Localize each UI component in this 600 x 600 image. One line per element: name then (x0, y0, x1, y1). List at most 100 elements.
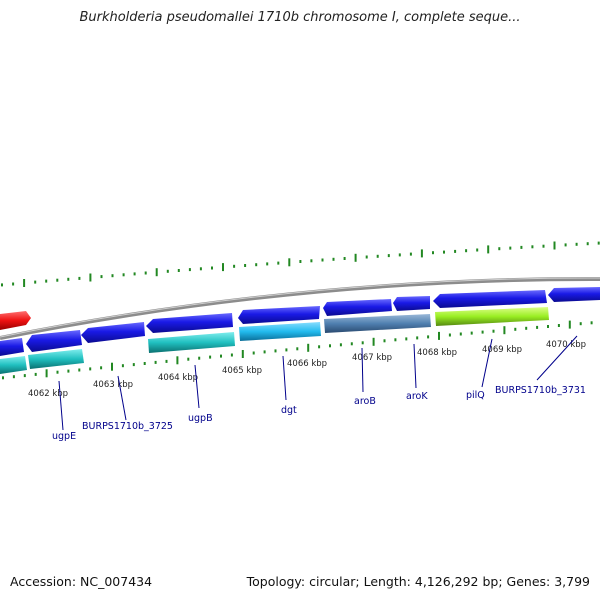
outer-minor-tick (509, 246, 512, 250)
inner-minor-tick (590, 321, 593, 325)
outer-minor-tick (144, 271, 147, 275)
outer-minor-tick (233, 264, 236, 268)
steel-feature (324, 314, 431, 333)
tick-label: 4070 kbp (546, 340, 586, 350)
inner-minor-tick (514, 327, 517, 331)
outer-minor-tick (586, 242, 589, 246)
gene-label[interactable]: aroK (406, 391, 428, 402)
outer-major-tick (553, 241, 556, 250)
outer-major-tick (288, 258, 291, 267)
gene-label[interactable]: ugpB (188, 413, 213, 424)
inner-minor-tick (12, 375, 15, 379)
outer-minor-tick (387, 254, 390, 258)
gene-label[interactable]: aroB (354, 396, 376, 407)
inner-minor-tick (579, 322, 582, 326)
inner-minor-tick (263, 350, 266, 354)
outer-minor-tick (531, 245, 534, 249)
gene-label[interactable]: dgt (281, 405, 297, 416)
tick-label: 4068 kbp (417, 348, 457, 358)
gene-leader-line (58, 380, 64, 431)
outer-minor-tick (454, 249, 457, 253)
inner-major-tick (111, 362, 113, 371)
tick-label-group: 4062 kbp 4063 kbp 4064 kbp 4065 kbp 4066 kbp… (28, 340, 586, 399)
inner-major-tick (45, 369, 48, 378)
gene-label[interactable]: BURPS1710b_3731 (495, 385, 586, 396)
outer-minor-tick (188, 268, 191, 272)
inner-minor-tick (78, 368, 81, 372)
inner-minor-tick (143, 362, 146, 365)
outer-major-tick (222, 263, 224, 272)
inner-minor-tick (2, 376, 4, 380)
inner-minor-tick (427, 335, 430, 339)
cds-arrow (81, 322, 145, 343)
backbone-arc-highlight (0, 277, 600, 338)
inner-minor-tick (209, 355, 212, 359)
inner-minor-tick (481, 330, 484, 334)
tick-label: 4066 kbp (287, 359, 327, 369)
inner-minor-tick (89, 367, 92, 371)
inner-minor-tick (67, 369, 70, 373)
outer-minor-tick (133, 272, 136, 276)
inner-minor-tick (230, 353, 233, 357)
outer-minor-tick (332, 257, 335, 261)
outer-minor-tick (199, 267, 202, 271)
gene-label-group: ugpE BURPS1710b_3725 ugpB dgt aroB aroK pilQ BU… (52, 335, 586, 442)
gene-label[interactable]: pilQ (466, 390, 485, 401)
gene-label[interactable]: ugpE (52, 431, 76, 442)
inner-minor-tick (405, 337, 408, 341)
map-title: Burkholderia pseudomallei 1710b chromoso… (79, 10, 521, 25)
outer-minor-tick (277, 261, 280, 265)
outer-minor-tick (575, 242, 578, 246)
outer-minor-tick (310, 259, 313, 263)
inner-major-tick (438, 331, 440, 340)
inner-minor-tick (339, 343, 342, 347)
inner-major-tick (307, 343, 310, 352)
outer-major-tick (487, 245, 490, 254)
feature-track (0, 307, 549, 374)
outer-minor-tick (498, 247, 501, 251)
genome-summary-text: Topology: circular; Length: 4,126,292 bp… (246, 574, 590, 589)
outer-minor-tick (12, 282, 15, 286)
gene-leader-line (481, 338, 493, 388)
red-feature-arrow (0, 311, 31, 330)
inner-minor-tick (383, 339, 386, 343)
outer-minor-tick (122, 273, 125, 277)
outer-minor-tick (398, 253, 401, 257)
outer-major-tick (354, 253, 357, 262)
inner-minor-tick (187, 357, 190, 361)
outer-major-tick (89, 273, 92, 282)
outer-tick-ring (1, 241, 600, 287)
gene-label[interactable]: BURPS1710b_3725 (82, 421, 173, 432)
outer-minor-tick (409, 252, 412, 256)
outer-minor-tick (542, 244, 545, 248)
lime-feature (435, 307, 549, 326)
inner-major-tick (503, 326, 506, 335)
outer-minor-tick (520, 245, 523, 249)
outer-minor-tick (343, 257, 346, 260)
inner-minor-tick (34, 372, 37, 376)
outer-minor-tick (111, 274, 114, 278)
cds-arrow (26, 330, 82, 352)
cds-arrow (393, 296, 430, 311)
inner-major-tick (176, 356, 179, 365)
outer-minor-tick (299, 260, 302, 263)
gene-leader-line (282, 355, 287, 401)
inner-minor-tick (547, 325, 549, 328)
gene-leader-line (117, 375, 127, 421)
cds-arrow (433, 290, 547, 308)
inner-minor-tick (274, 349, 277, 353)
outer-minor-tick (177, 269, 180, 272)
inner-minor-tick (285, 348, 288, 352)
inner-minor-tick (361, 341, 364, 345)
inner-minor-tick (296, 347, 299, 351)
cds-arrow (238, 306, 320, 324)
tick-label: 4062 kbp (28, 389, 68, 399)
inner-major-tick (372, 337, 375, 346)
outer-major-tick (155, 268, 158, 277)
inner-minor-tick (220, 354, 222, 358)
tick-label: 4067 kbp (352, 353, 392, 363)
outer-minor-tick (255, 263, 258, 267)
sky-feature (239, 322, 321, 341)
outer-minor-tick (443, 250, 445, 254)
